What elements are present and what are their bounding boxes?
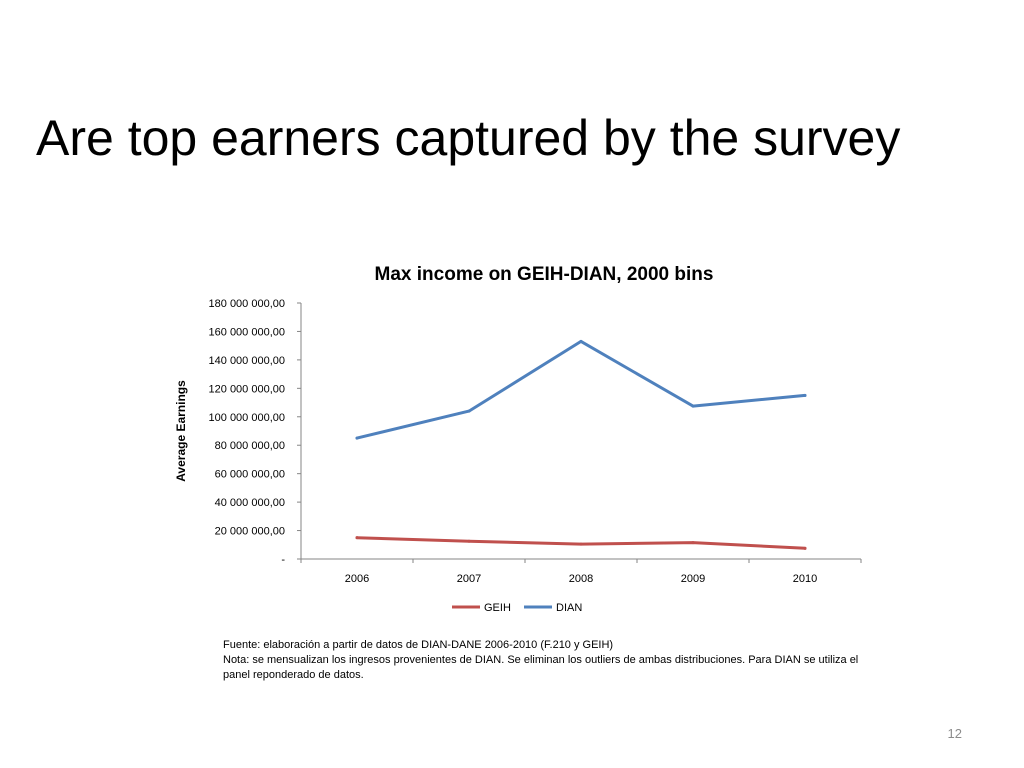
y-tick-label: 140 000 000,00 xyxy=(209,355,285,367)
x-tick-label: 2010 xyxy=(793,573,817,585)
data-point-dian xyxy=(803,393,807,397)
legend-label-dian: DIAN xyxy=(556,602,582,614)
data-point-dian xyxy=(355,436,359,440)
page-number: 12 xyxy=(947,726,962,741)
y-tick-label: 160 000 000,00 xyxy=(209,326,285,338)
y-tick-label: 40 000 000,00 xyxy=(215,497,285,509)
series-line-dian xyxy=(355,339,807,440)
y-tick-label: 120 000 000,00 xyxy=(209,383,285,395)
data-point-geih xyxy=(803,546,807,550)
y-axis-label: Average Earnings xyxy=(174,380,188,482)
data-point-dian xyxy=(467,409,471,413)
x-tick-label: 2008 xyxy=(569,573,593,585)
legend-label-geih: GEIH xyxy=(484,602,511,614)
y-tick-label: 80 000 000,00 xyxy=(215,440,285,452)
source-notes: Fuente: elaboración a partir de datos de… xyxy=(223,638,863,683)
data-point-geih xyxy=(691,541,695,545)
x-tick-label: 2007 xyxy=(457,573,481,585)
note-text: Nota: se mensualizan los ingresos proven… xyxy=(223,654,859,681)
x-tick-label: 2009 xyxy=(681,573,705,585)
data-point-geih xyxy=(355,536,359,540)
data-point-dian xyxy=(579,339,583,343)
slide-title: Are top earners captured by the survey xyxy=(36,110,901,166)
data-point-dian xyxy=(691,404,695,408)
y-tick-label: - xyxy=(281,554,285,566)
x-tick-label: 2006 xyxy=(345,573,369,585)
data-point-geih xyxy=(467,539,471,543)
y-tick-label: 100 000 000,00 xyxy=(209,412,285,424)
y-tick-label: 60 000 000,00 xyxy=(215,469,285,481)
y-tick-label: 20 000 000,00 xyxy=(215,526,285,538)
data-point-geih xyxy=(579,542,583,546)
source-text: Fuente: elaboración a partir de datos de… xyxy=(223,639,614,651)
y-tick-label: 180 000 000,00 xyxy=(209,298,285,310)
chart-title: Max income on GEIH-DIAN, 2000 bins xyxy=(375,264,714,285)
